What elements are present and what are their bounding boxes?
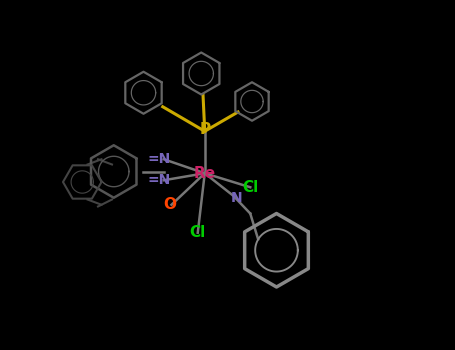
Text: Cl: Cl (190, 225, 206, 240)
Text: O: O (163, 197, 176, 212)
Text: P: P (199, 122, 210, 137)
Text: Re: Re (194, 166, 216, 181)
Text: Cl: Cl (242, 180, 258, 195)
Text: N: N (230, 191, 242, 205)
Text: =N: =N (147, 152, 171, 166)
Text: =N: =N (147, 173, 171, 187)
